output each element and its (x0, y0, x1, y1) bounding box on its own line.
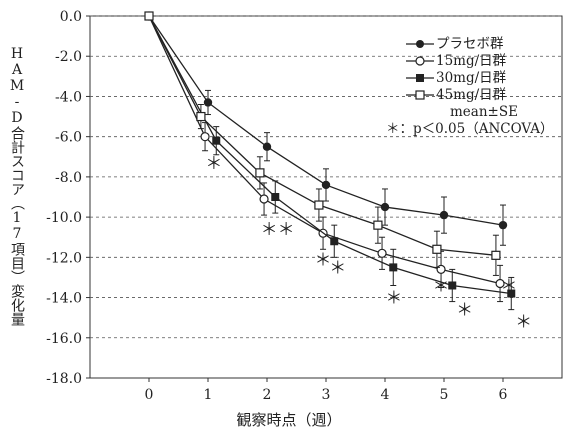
data-point (507, 289, 516, 298)
data-point (200, 132, 210, 142)
significance-marker: ＊＊ (261, 220, 295, 240)
significance-marker: ＊ (515, 313, 532, 333)
y-tick-label: -10.0 (46, 210, 82, 226)
legend-item-placebo: プラセボ群 (406, 36, 554, 53)
legend-item-30mg: 30mg/日群 (406, 70, 554, 87)
y-tick-label: -8.0 (55, 170, 82, 186)
significance-marker: ＊ (500, 276, 517, 296)
data-point (203, 98, 213, 107)
data-point (259, 194, 269, 204)
legend: プラセボ群 15mg/日群 30mg/日群 45mg/日群 mean±SE ＊：… (386, 36, 554, 138)
data-point (373, 220, 383, 230)
y-tick-label: -6.0 (55, 130, 82, 146)
legend-label-45mg: 45mg/日群 (436, 87, 507, 103)
x-tick-label: 2 (263, 387, 272, 403)
y-axis-label: HAM-D合計スコア（17項目）変化量 (9, 46, 25, 326)
x-tick-label: 0 (145, 387, 154, 403)
y-tick-label: -18.0 (46, 371, 82, 387)
legend-label-15mg: 15mg/日群 (436, 53, 507, 69)
data-point (439, 210, 449, 220)
significance-marker: ＊ (456, 301, 473, 321)
data-point (380, 202, 390, 212)
data-point (377, 248, 387, 258)
significance-marker: ＊ (433, 276, 450, 296)
legend-marker-filled-circle (406, 40, 434, 48)
x-tick-label: 3 (322, 387, 331, 403)
x-tick-label: 5 (440, 387, 449, 403)
y-tick-label: 0.0 (60, 9, 82, 25)
data-point (271, 193, 280, 201)
legend-stat-note: mean±SE (450, 104, 518, 120)
data-point (436, 264, 446, 274)
data-point (491, 250, 501, 260)
x-tick-label: 4 (381, 387, 390, 403)
legend-marker-filled-square (406, 74, 434, 82)
data-point (262, 142, 272, 151)
legend-item-45mg: 45mg/日群 (406, 87, 554, 104)
x-axis-label: 観察時点（週） (236, 411, 342, 429)
significance-marker: ＊ (315, 250, 332, 270)
legend-item-15mg: 15mg/日群 (406, 53, 554, 70)
data-point (448, 281, 457, 290)
y-tick-label: -12.0 (46, 250, 82, 266)
data-point (144, 11, 154, 21)
data-point (212, 136, 221, 145)
data-point (330, 237, 339, 246)
data-point (495, 278, 505, 289)
significance-marker: ＊ (385, 289, 402, 309)
data-point (255, 168, 265, 178)
y-tick-label: -16.0 (46, 331, 82, 347)
y-tick-label: -4.0 (55, 89, 82, 105)
legend-marker-open-square (406, 90, 434, 100)
significance-marker: ＊ (329, 258, 346, 278)
data-point (389, 263, 398, 272)
y-tick-label: -14.0 (46, 291, 82, 307)
legend-marker-open-circle (406, 56, 434, 66)
significance-marker: ＊ (205, 154, 222, 174)
legend-label-30mg: 30mg/日群 (436, 70, 507, 86)
data-point (314, 200, 324, 210)
data-point (498, 220, 508, 230)
x-tick-label: 6 (499, 387, 508, 403)
y-tick-label: -2.0 (55, 49, 82, 65)
x-tick-label: 1 (204, 387, 213, 403)
data-point (321, 180, 331, 190)
data-point (432, 244, 442, 254)
legend-label-placebo: プラセボ群 (436, 36, 504, 52)
data-point (196, 111, 206, 122)
legend-significance-note: ＊：p＜0.05（ANCOVA） (386, 121, 554, 137)
